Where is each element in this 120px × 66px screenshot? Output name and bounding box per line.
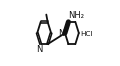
- Text: N: N: [36, 45, 43, 54]
- Text: HCl: HCl: [80, 31, 93, 37]
- Text: NH₂: NH₂: [68, 11, 84, 20]
- Text: N: N: [58, 29, 64, 37]
